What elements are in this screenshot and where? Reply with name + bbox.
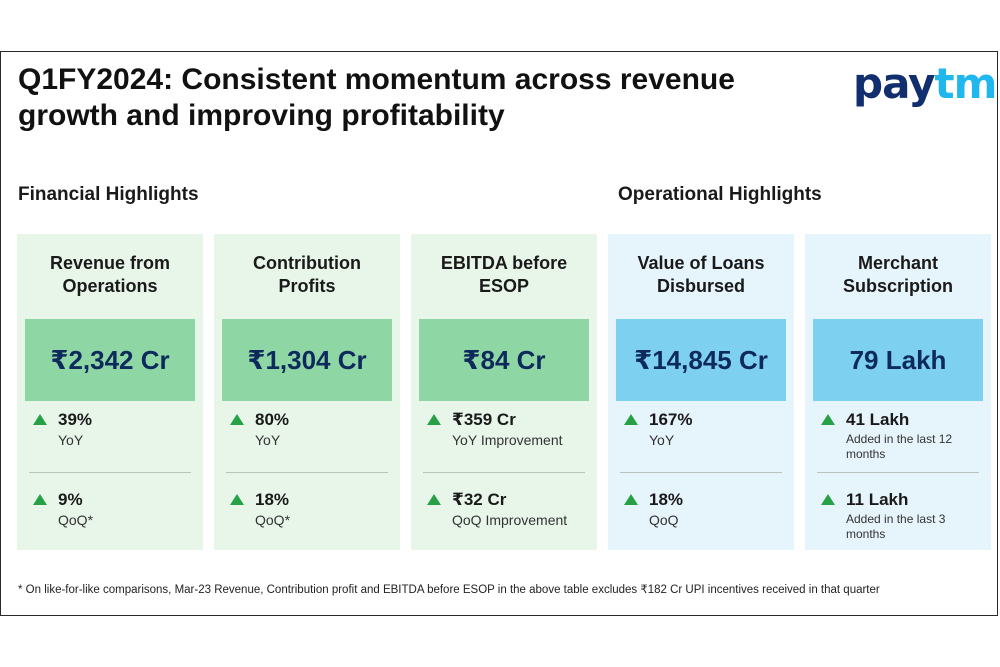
metric-value: 167%: [649, 410, 693, 429]
metric-label: Added in the last 3 months: [846, 512, 946, 541]
card-merchant: Merchant Subscription 79 Lakh 41 Lakh Ad…: [805, 234, 991, 550]
card-revenue: Revenue from Operations ₹2,342 Cr 39% Yo…: [17, 234, 203, 550]
metric-value: 18%: [255, 490, 290, 509]
metric-label: QoQ*: [255, 512, 291, 528]
divider: [817, 472, 979, 473]
divider: [620, 472, 782, 473]
up-triangle-icon: [821, 414, 835, 425]
metric-value: 39%: [58, 410, 93, 429]
card-title-line-2: ESOP: [478, 276, 530, 296]
card-title: EBITDA before ESOP: [411, 252, 597, 298]
metric-value: 18%: [649, 490, 684, 509]
card-value: ₹2,342 Cr: [25, 319, 195, 401]
financial-highlights-heading: Financial Highlights: [18, 184, 199, 205]
card-value: ₹1,304 Cr: [222, 319, 392, 401]
metric-value: 9%: [58, 490, 83, 509]
metric-label: YoY: [255, 432, 281, 448]
up-triangle-icon: [821, 494, 835, 505]
up-triangle-icon: [230, 494, 244, 505]
logo-part-tm: tm: [934, 59, 998, 108]
operational-highlights-heading: Operational Highlights: [618, 184, 822, 205]
slide: Q1FY2024: Consistent momentum across rev…: [0, 51, 998, 616]
card-title: Revenue from Operations: [17, 252, 203, 298]
metric-value: ₹32 Cr: [452, 490, 507, 509]
card-title-line-1: Contribution: [253, 253, 361, 273]
metric-label: YoY Improvement: [452, 432, 563, 448]
metric-value: ₹359 Cr: [452, 410, 516, 429]
metric-label: QoQ*: [58, 512, 94, 528]
card-title-line-1: Revenue from: [49, 253, 171, 273]
card-title: Contribution Profits: [214, 252, 400, 298]
divider: [226, 472, 388, 473]
metric-value: 11 Lakh: [846, 490, 909, 509]
card-title: Value of Loans Disbursed: [608, 252, 794, 298]
metric-label: Added in the last 12 months: [846, 432, 953, 461]
up-triangle-icon: [624, 414, 638, 425]
paytm-logo: paytm: [853, 59, 997, 108]
card-title-line-2: Operations: [62, 276, 158, 296]
card-value: ₹14,845 Cr: [616, 319, 786, 401]
card-title-line-1: Value of Loans: [637, 253, 765, 273]
up-triangle-icon: [230, 414, 244, 425]
up-triangle-icon: [624, 494, 638, 505]
divider: [423, 472, 585, 473]
up-triangle-icon: [33, 494, 47, 505]
metric-label: QoQ: [649, 512, 679, 528]
footnote: * On like-for-like comparisons, Mar-23 R…: [18, 584, 880, 596]
up-triangle-icon: [427, 494, 441, 505]
card-title-line-2: Disbursed: [656, 276, 746, 296]
title-line-1: Q1FY2024: Consistent momentum across rev…: [18, 63, 735, 96]
card-title: Merchant Subscription: [805, 252, 991, 298]
up-triangle-icon: [427, 414, 441, 425]
card-value: ₹84 Cr: [419, 319, 589, 401]
card-value: 79 Lakh: [813, 319, 983, 401]
title-line-2: growth and improving profitability: [18, 99, 505, 132]
card-title-line-2: Subscription: [842, 276, 953, 296]
logo-part-pay: pay: [853, 59, 935, 108]
card-loans: Value of Loans Disbursed ₹14,845 Cr 167%…: [608, 234, 794, 550]
metric-value: 41 Lakh: [846, 410, 910, 429]
metric-label: YoY: [58, 432, 84, 448]
up-triangle-icon: [33, 414, 47, 425]
metric-value: 80%: [255, 410, 290, 429]
metric-label: YoY: [649, 432, 675, 448]
card-ebitda: EBITDA before ESOP ₹84 Cr ₹359 Cr YoY Im…: [411, 234, 597, 550]
divider: [29, 472, 191, 473]
metric-label: QoQ Improvement: [452, 512, 568, 528]
card-title-line-1: Merchant: [857, 253, 938, 273]
card-title-line-1: EBITDA before: [440, 253, 568, 273]
page-title: Q1FY2024: Consistent momentum across rev…: [18, 62, 818, 134]
card-contribution: Contribution Profits ₹1,304 Cr 80% YoY 1…: [214, 234, 400, 550]
card-title-line-2: Profits: [278, 276, 336, 296]
